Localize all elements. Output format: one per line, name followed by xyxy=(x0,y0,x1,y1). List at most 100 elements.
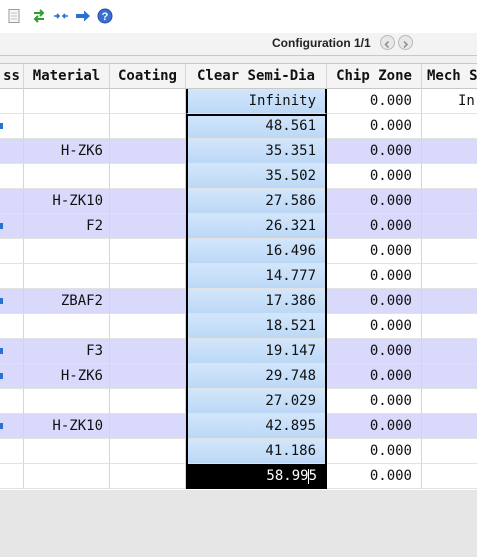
clear-semi-dia-cell[interactable]: 14.777 xyxy=(186,264,327,289)
column-header-clear-semi-dia[interactable]: Clear Semi-Dia xyxy=(186,64,327,89)
glass-cell[interactable] xyxy=(0,289,24,314)
material-cell[interactable]: F3 xyxy=(24,339,110,364)
glass-cell[interactable] xyxy=(0,189,24,214)
clear-semi-dia-cell[interactable]: 27.586 xyxy=(186,189,327,214)
coating-cell[interactable] xyxy=(110,414,186,439)
mech-semi-dia-cell[interactable] xyxy=(422,164,477,189)
clear-semi-dia-cell[interactable]: 48.561 xyxy=(186,114,327,139)
chip-zone-cell[interactable]: 0.000 xyxy=(327,214,422,239)
mech-semi-dia-cell[interactable] xyxy=(422,139,477,164)
chip-zone-cell[interactable]: 0.000 xyxy=(327,464,422,489)
swap-arrows-icon[interactable] xyxy=(31,8,47,24)
mech-semi-dia-cell[interactable] xyxy=(422,239,477,264)
coating-cell[interactable] xyxy=(110,114,186,139)
clear-semi-dia-cell[interactable]: Infinity xyxy=(186,89,327,114)
mech-semi-dia-cell[interactable]: In xyxy=(422,89,477,114)
mech-semi-dia-cell[interactable] xyxy=(422,264,477,289)
clear-semi-dia-cell[interactable]: 35.351 xyxy=(186,139,327,164)
chip-zone-cell[interactable]: 0.000 xyxy=(327,439,422,464)
coating-cell[interactable] xyxy=(110,189,186,214)
mech-semi-dia-cell[interactable] xyxy=(422,439,477,464)
mech-semi-dia-cell[interactable] xyxy=(422,414,477,439)
material-cell[interactable] xyxy=(24,439,110,464)
glass-cell[interactable] xyxy=(0,89,24,114)
material-cell[interactable]: ZBAF2 xyxy=(24,289,110,314)
clear-semi-dia-cell[interactable]: 35.502 xyxy=(186,164,327,189)
chip-zone-cell[interactable]: 0.000 xyxy=(327,239,422,264)
material-cell[interactable] xyxy=(24,114,110,139)
chip-zone-cell[interactable]: 0.000 xyxy=(327,389,422,414)
material-cell[interactable]: H-ZK6 xyxy=(24,139,110,164)
coating-cell[interactable] xyxy=(110,439,186,464)
coating-cell[interactable] xyxy=(110,214,186,239)
coating-cell[interactable] xyxy=(110,389,186,414)
glass-cell[interactable] xyxy=(0,414,24,439)
coating-cell[interactable] xyxy=(110,364,186,389)
column-header-mech-semi-dia[interactable]: Mech S xyxy=(422,64,477,89)
coating-cell[interactable] xyxy=(110,139,186,164)
arrow-right-icon[interactable] xyxy=(75,8,91,24)
material-cell[interactable] xyxy=(24,239,110,264)
coating-cell[interactable] xyxy=(110,289,186,314)
clear-semi-dia-cell[interactable]: 58.995 xyxy=(186,464,327,489)
material-cell[interactable] xyxy=(24,89,110,114)
chip-zone-cell[interactable]: 0.000 xyxy=(327,289,422,314)
chip-zone-cell[interactable]: 0.000 xyxy=(327,139,422,164)
material-cell[interactable]: H-ZK10 xyxy=(24,189,110,214)
material-cell[interactable]: H-ZK10 xyxy=(24,414,110,439)
clear-semi-dia-cell[interactable]: 41.186 xyxy=(186,439,327,464)
clear-semi-dia-cell[interactable]: 27.029 xyxy=(186,389,327,414)
collapse-arrows-icon[interactable] xyxy=(53,8,69,24)
glass-cell[interactable] xyxy=(0,364,24,389)
glass-cell[interactable] xyxy=(0,464,24,489)
glass-cell[interactable] xyxy=(0,264,24,289)
material-cell[interactable] xyxy=(24,389,110,414)
chip-zone-cell[interactable]: 0.000 xyxy=(327,314,422,339)
coating-cell[interactable] xyxy=(110,239,186,264)
coating-cell[interactable] xyxy=(110,339,186,364)
coating-cell[interactable] xyxy=(110,314,186,339)
column-header-material[interactable]: Material xyxy=(24,64,110,89)
chip-zone-cell[interactable]: 0.000 xyxy=(327,114,422,139)
material-cell[interactable]: F2 xyxy=(24,214,110,239)
prev-configuration-button[interactable] xyxy=(380,35,395,50)
coating-cell[interactable] xyxy=(110,264,186,289)
chip-zone-cell[interactable]: 0.000 xyxy=(327,164,422,189)
chip-zone-cell[interactable]: 0.000 xyxy=(327,364,422,389)
glass-cell[interactable] xyxy=(0,389,24,414)
mech-semi-dia-cell[interactable] xyxy=(422,339,477,364)
clear-semi-dia-cell[interactable]: 29.748 xyxy=(186,364,327,389)
material-cell[interactable] xyxy=(24,164,110,189)
material-cell[interactable] xyxy=(24,464,110,489)
glass-cell[interactable] xyxy=(0,239,24,264)
column-header-coating[interactable]: Coating xyxy=(110,64,186,89)
chip-zone-cell[interactable]: 0.000 xyxy=(327,189,422,214)
material-cell[interactable] xyxy=(24,264,110,289)
glass-cell[interactable] xyxy=(0,214,24,239)
next-configuration-button[interactable] xyxy=(398,35,413,50)
glass-cell[interactable] xyxy=(0,439,24,464)
help-icon[interactable]: ? xyxy=(97,8,113,24)
chip-zone-cell[interactable]: 0.000 xyxy=(327,89,422,114)
clear-semi-dia-cell[interactable]: 42.895 xyxy=(186,414,327,439)
chip-zone-cell[interactable]: 0.000 xyxy=(327,264,422,289)
glass-cell[interactable] xyxy=(0,314,24,339)
material-cell[interactable] xyxy=(24,314,110,339)
column-header-glass[interactable]: ss xyxy=(0,64,24,89)
glass-cell[interactable] xyxy=(0,164,24,189)
mech-semi-dia-cell[interactable] xyxy=(422,314,477,339)
mech-semi-dia-cell[interactable] xyxy=(422,189,477,214)
clear-semi-dia-cell[interactable]: 19.147 xyxy=(186,339,327,364)
mech-semi-dia-cell[interactable] xyxy=(422,389,477,414)
glass-cell[interactable] xyxy=(0,114,24,139)
mech-semi-dia-cell[interactable] xyxy=(422,289,477,314)
coating-cell[interactable] xyxy=(110,89,186,114)
coating-cell[interactable] xyxy=(110,464,186,489)
mech-semi-dia-cell[interactable] xyxy=(422,214,477,239)
clear-semi-dia-cell[interactable]: 17.386 xyxy=(186,289,327,314)
clear-semi-dia-cell[interactable]: 16.496 xyxy=(186,239,327,264)
material-cell[interactable]: H-ZK6 xyxy=(24,364,110,389)
clear-semi-dia-cell[interactable]: 18.521 xyxy=(186,314,327,339)
clear-semi-dia-cell[interactable]: 26.321 xyxy=(186,214,327,239)
chip-zone-cell[interactable]: 0.000 xyxy=(327,414,422,439)
